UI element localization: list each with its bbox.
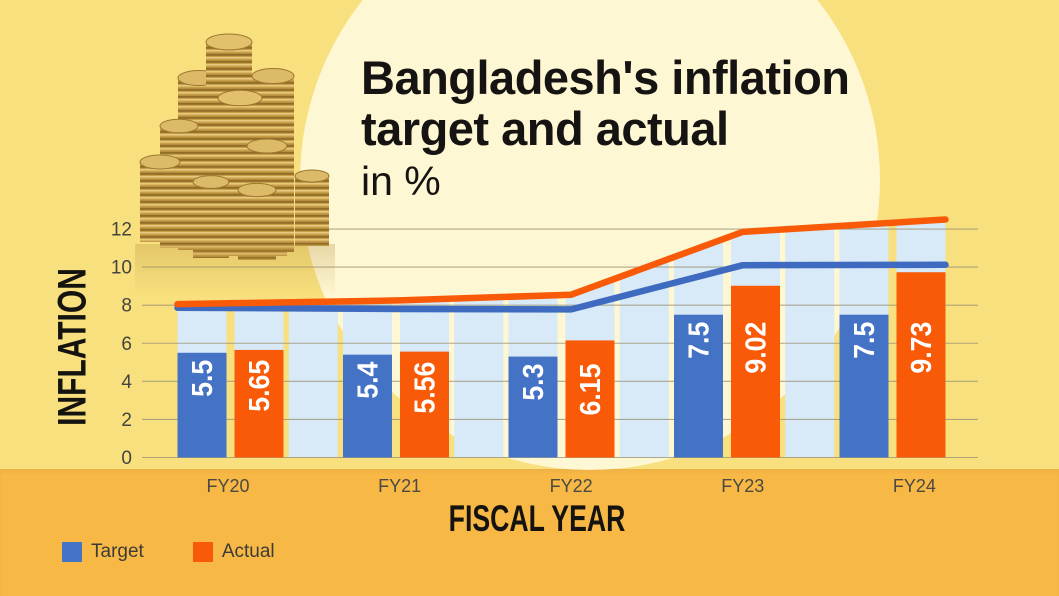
area-stripe: [234, 219, 284, 458]
legend-label-target: Target: [91, 541, 144, 562]
legend: Target Actual: [62, 541, 324, 563]
y-axis-title: INFLATION: [50, 268, 95, 426]
y-tick-label: 0: [121, 448, 132, 469]
bar-target-FY24: [839, 314, 889, 458]
bar-value-label: 7.5: [848, 322, 880, 359]
bar-actual-FY24: [896, 272, 946, 458]
bar-value-label: 5.65: [243, 360, 275, 412]
y-tick-label: 12: [111, 220, 132, 241]
coins-reflection: [135, 244, 335, 296]
bar-value-label: 9.73: [905, 322, 937, 374]
bottom-band: [0, 469, 1059, 596]
area-stripe: [177, 219, 227, 458]
bar-value-label: 5.5: [186, 360, 218, 397]
chart-title: Bangladesh's inflation target and actual…: [361, 52, 850, 206]
title-units: in %: [361, 158, 441, 204]
y-tick-label: 4: [121, 372, 132, 393]
legend-swatch-actual: [192, 542, 213, 562]
y-tick-label: 10: [111, 258, 132, 279]
legend-swatch-target: [62, 542, 82, 562]
title-line-2: target and actual: [361, 102, 729, 155]
x-axis-title: FISCAL YEAR: [448, 498, 626, 539]
area-stripe: [896, 219, 946, 458]
coin-stacks: [139, 33, 330, 260]
y-tick-label: 6: [121, 334, 132, 355]
y-tick-label: 8: [121, 296, 132, 317]
bar-actual-FY20: [234, 349, 284, 458]
y-tick-label: 2: [121, 410, 132, 431]
legend-label-actual: Actual: [221, 541, 275, 562]
title-line-1: Bangladesh's inflation: [361, 51, 850, 104]
bar-target-FY20: [177, 352, 227, 458]
